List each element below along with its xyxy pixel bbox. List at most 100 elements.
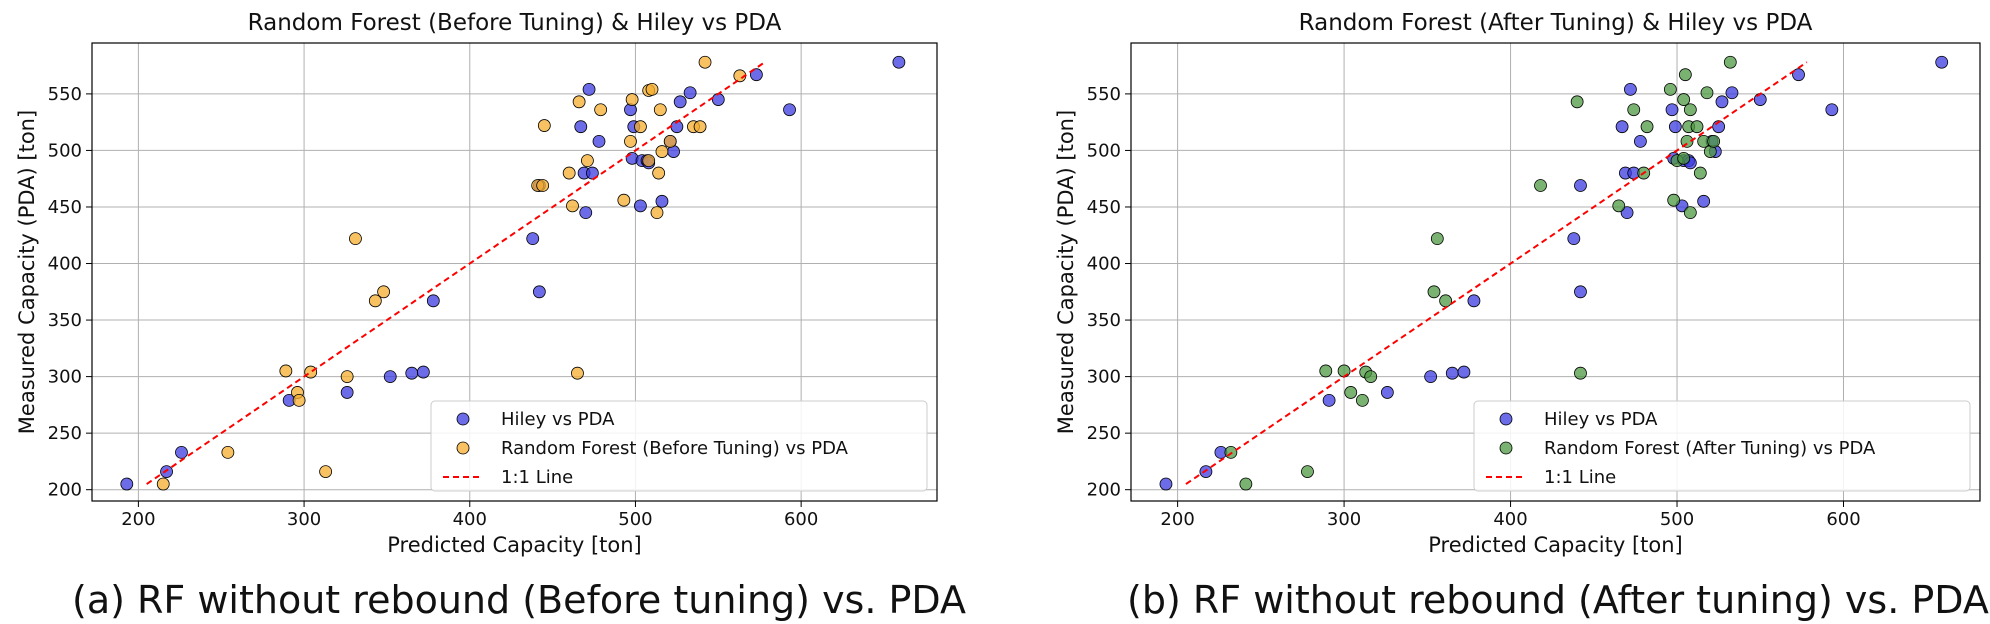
rf-point xyxy=(625,93,639,106)
y-tick-label: 200 xyxy=(48,480,82,501)
hiley-point xyxy=(592,134,606,148)
hiley-point xyxy=(711,93,725,106)
hiley-point xyxy=(1725,86,1739,100)
rf-point xyxy=(624,134,637,148)
rf-point xyxy=(349,232,362,246)
chart-after-tuning: 200 300 400 500 600 200 250 300 350 400 450 500 550 R… xyxy=(1054,10,1981,557)
y-tick-label: 500 xyxy=(48,140,82,161)
plot-frame xyxy=(91,42,938,502)
hiley-point xyxy=(582,82,596,96)
hiley-point xyxy=(1567,232,1581,246)
rf-point xyxy=(1239,477,1253,491)
y-tick-label: 500 xyxy=(1087,140,1121,161)
hiley-point xyxy=(1634,134,1647,148)
rf-point xyxy=(1612,199,1626,213)
hiley-point xyxy=(574,120,588,134)
legend-label: Hiley vs PDA xyxy=(501,409,615,430)
legend-marker-swatch xyxy=(456,441,470,455)
hiley-point xyxy=(1753,93,1767,106)
hiley-point xyxy=(750,68,763,82)
rf-point xyxy=(655,145,669,158)
rf-point xyxy=(1344,386,1358,399)
x-tick-label: 400 xyxy=(453,509,487,530)
legend-box xyxy=(1473,400,1971,492)
rf-point xyxy=(562,166,576,180)
legend-marker-swatch xyxy=(456,412,470,426)
x-tick-label: 200 xyxy=(121,509,155,530)
y-tick-label: 350 xyxy=(1087,310,1121,331)
legend-label: 1:1 Line xyxy=(501,467,573,488)
hiley-point xyxy=(1159,477,1173,491)
hiley-point xyxy=(655,194,669,208)
hiley-point xyxy=(1668,120,1682,134)
hiley-point xyxy=(175,445,188,459)
hiley-point xyxy=(1574,285,1587,299)
rf-point xyxy=(663,134,677,148)
rf-point xyxy=(581,154,594,168)
x-tick-label: 300 xyxy=(287,509,321,530)
plot-frame xyxy=(1130,42,1981,502)
rf-point xyxy=(650,206,664,220)
y-tick-label: 550 xyxy=(1087,84,1121,105)
x-axis-label: Predicted Capacity [ton] xyxy=(1428,533,1682,557)
rf-point xyxy=(1439,294,1453,308)
x-tick-label: 600 xyxy=(784,509,818,530)
rf-point xyxy=(1627,103,1641,117)
reference-line-1to1 xyxy=(1185,61,1808,485)
hiley-point xyxy=(783,103,796,117)
legend-marker-swatch xyxy=(1499,441,1513,455)
hiley-point xyxy=(1457,365,1471,379)
rf-point xyxy=(594,103,608,117)
y-axis-label: Measured Capacity (PDA) [ton] xyxy=(15,110,39,434)
chart-title: Random Forest (After Tuning) & Hiley vs … xyxy=(1299,10,1813,36)
rf-point xyxy=(634,120,647,134)
rf-point xyxy=(1693,166,1707,180)
rf-point xyxy=(1690,120,1704,134)
hiley-point xyxy=(1620,206,1634,220)
y-tick-label: 350 xyxy=(48,310,82,331)
hiley-point xyxy=(120,477,134,491)
x-tick-label: 500 xyxy=(1660,509,1694,530)
y-tick-label: 300 xyxy=(1087,367,1121,388)
hiley-point xyxy=(416,365,430,379)
rf-point xyxy=(1677,93,1691,106)
y-tick-label: 550 xyxy=(48,84,82,105)
rf-point xyxy=(1337,364,1351,378)
hiley-point xyxy=(383,370,397,384)
hiley-point xyxy=(426,294,440,308)
y-tick-label: 400 xyxy=(1087,254,1121,275)
hiley-point xyxy=(340,386,354,399)
rf-point xyxy=(572,95,586,109)
y-tick-label: 450 xyxy=(48,197,82,218)
rf-point xyxy=(1707,134,1721,148)
rf-point xyxy=(1677,151,1691,165)
x-tick-label: 300 xyxy=(1327,509,1361,530)
legend-box xyxy=(430,400,928,492)
hiley-point xyxy=(405,366,419,380)
y-tick-label: 200 xyxy=(1087,480,1121,501)
hiley-point xyxy=(1697,194,1711,208)
rf-point xyxy=(566,199,579,213)
hiley-point xyxy=(1445,366,1459,380)
y-tick-label: 450 xyxy=(1087,197,1121,218)
rf-point xyxy=(1574,366,1587,380)
hiley-point xyxy=(1624,82,1637,96)
legend-label: Hiley vs PDA xyxy=(1544,409,1658,430)
x-tick-label: 600 xyxy=(1826,509,1860,530)
hiley-point xyxy=(579,206,593,220)
legend-marker-swatch xyxy=(1499,412,1513,426)
hiley-point xyxy=(1424,370,1438,384)
rf-point xyxy=(1319,364,1333,378)
x-tick-label: 400 xyxy=(1493,509,1527,530)
rf-point xyxy=(1663,82,1677,96)
hiley-point xyxy=(532,285,546,299)
x-tick-label: 200 xyxy=(1160,509,1194,530)
rf-point xyxy=(304,365,318,379)
rf-point xyxy=(1683,206,1697,220)
hiley-point xyxy=(1825,103,1839,117)
y-tick-label: 250 xyxy=(1087,423,1121,444)
rf-point xyxy=(1678,68,1692,82)
caption-before-tuning: (a) RF without rebound (Before tuning) v… xyxy=(72,578,967,622)
reference-line-1to1 xyxy=(146,61,766,485)
